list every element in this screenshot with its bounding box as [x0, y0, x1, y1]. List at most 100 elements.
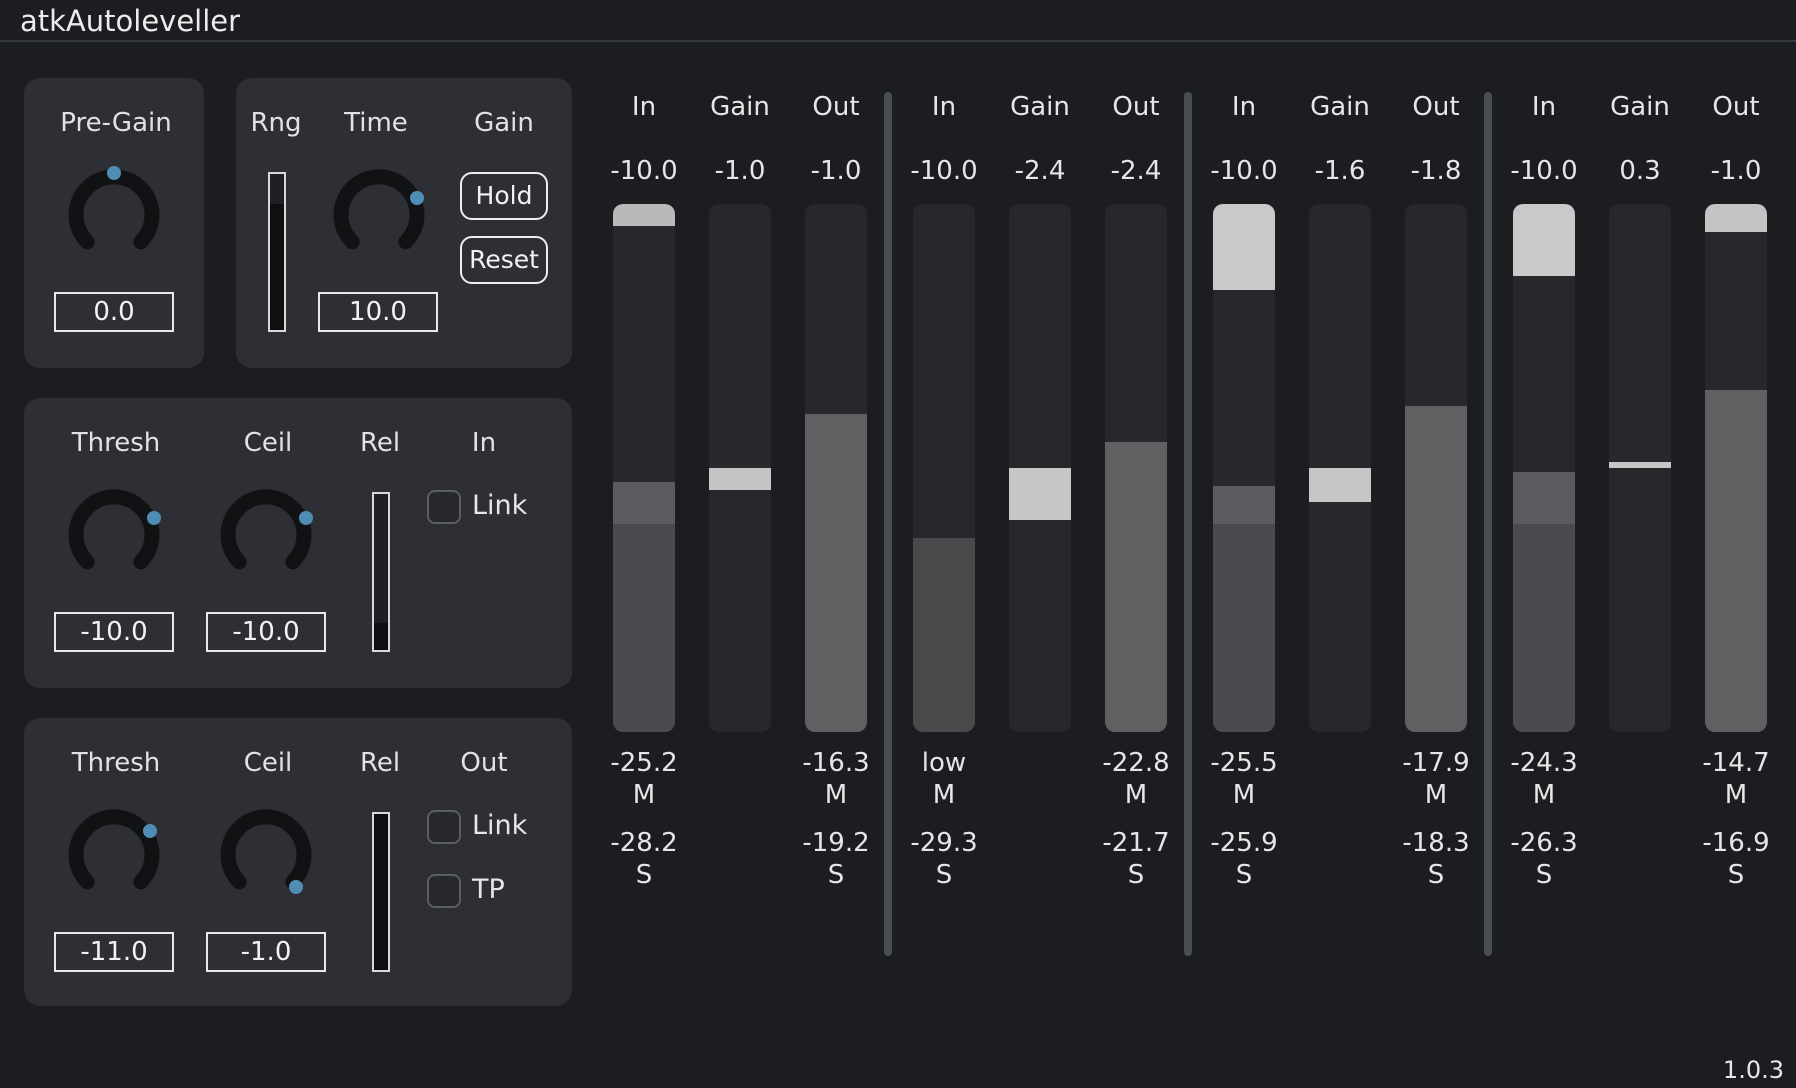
meter-in-bar-ch4	[1513, 204, 1575, 732]
meter-in-short-ch4: -26.3	[1510, 828, 1578, 858]
meter-out-value-ch1: -1.0	[810, 156, 862, 186]
out-tp-checkbox[interactable]	[427, 874, 461, 908]
meter-out-value-ch3: -1.8	[1410, 156, 1462, 186]
knob-indicator	[299, 511, 313, 525]
meter-in-short-tag-ch4: S	[1535, 860, 1553, 890]
in-rel-label: Rel	[359, 428, 401, 458]
meter-in-short-ch1: -28.2	[610, 828, 678, 858]
meter-in-momentary-tag-ch3: M	[1232, 780, 1256, 810]
pregain-knob[interactable]	[62, 163, 166, 267]
meter-out-momentary-tag-ch2: M	[1124, 780, 1148, 810]
time-label: Time	[344, 108, 408, 138]
out-link-label: Link	[472, 810, 528, 841]
in-ceil-label: Ceil	[243, 428, 293, 458]
meter-out-momentary-tag-ch1: M	[824, 780, 848, 810]
meter-gain-header-ch2: Gain	[1010, 92, 1070, 122]
meter-level-segment	[1513, 472, 1575, 524]
meter-level-segment	[1105, 442, 1167, 732]
meter-in-bar-ch2	[913, 204, 975, 732]
meter-out-header-ch3: Out	[1412, 92, 1460, 122]
meter-in-value-ch2: -10.0	[910, 156, 978, 186]
meter-out-short-tag-ch3: S	[1427, 860, 1445, 890]
meter-out-short-tag-ch2: S	[1127, 860, 1145, 890]
meter-out-short-tag-ch4: S	[1727, 860, 1745, 890]
meter-level-segment	[1009, 468, 1071, 520]
meter-in-momentary-ch3: -25.5	[1210, 748, 1278, 778]
time-knob[interactable]	[327, 163, 431, 267]
meter-out-value-ch2: -2.4	[1110, 156, 1162, 186]
meter-in-momentary-tag-ch1: M	[632, 780, 656, 810]
meter-level-segment	[1213, 524, 1275, 732]
meter-gain-header-ch1: Gain	[710, 92, 770, 122]
app-title: atkAutoleveller	[20, 4, 241, 38]
meter-in-value-ch3: -10.0	[1210, 156, 1278, 186]
meter-in-short-tag-ch3: S	[1235, 860, 1253, 890]
meter-in-value-ch1: -10.0	[610, 156, 678, 186]
knob-indicator	[289, 880, 303, 894]
in-thresh-label: Thresh	[71, 428, 161, 458]
version-label: 1.0.3	[1722, 1056, 1784, 1084]
meter-in-momentary-ch4: -24.3	[1510, 748, 1578, 778]
meter-out-header-ch1: Out	[812, 92, 860, 122]
out-ceil-value-field[interactable]: -1.0	[206, 932, 326, 972]
in-thresh-knob[interactable]	[62, 483, 166, 587]
hold-button[interactable]: Hold	[460, 172, 548, 220]
reset-button[interactable]: Reset	[460, 236, 548, 284]
meter-in-momentary-ch1: -25.2	[610, 748, 678, 778]
out-link-checkbox[interactable]	[427, 810, 461, 844]
in-ceil-knob[interactable]	[214, 483, 318, 587]
out-release-meter[interactable]	[372, 812, 390, 972]
meter-level-segment	[613, 204, 675, 226]
meter-gain-header-ch4: Gain	[1610, 92, 1670, 122]
meter-in-momentary-ch2: low	[921, 748, 967, 778]
in-release-meter-fill	[374, 623, 388, 650]
meter-level-segment	[1405, 406, 1467, 732]
meter-in-bar-ch3	[1213, 204, 1275, 732]
meter-out-value-ch4: -1.0	[1710, 156, 1762, 186]
meter-out-short-ch1: -19.2	[802, 828, 870, 858]
meter-out-momentary-tag-ch4: M	[1724, 780, 1748, 810]
meter-level-segment	[1609, 462, 1671, 468]
in-ceil-value-field[interactable]: -10.0	[206, 612, 326, 652]
out-thresh-value-field[interactable]: -11.0	[54, 932, 174, 972]
in-release-meter[interactable]	[372, 492, 390, 652]
in-thresh-value-field[interactable]: -10.0	[54, 612, 174, 652]
range-meter[interactable]	[268, 172, 286, 332]
meter-gain-bar-ch3	[1309, 204, 1371, 732]
meter-level-segment	[613, 524, 675, 732]
channel-separator	[1484, 92, 1492, 956]
meter-level-segment	[805, 414, 867, 732]
meter-in-header-ch4: In	[1531, 92, 1557, 122]
meter-out-short-ch3: -18.3	[1402, 828, 1470, 858]
meter-level-segment	[709, 468, 771, 490]
out-rel-label: Rel	[359, 748, 401, 778]
out-section-label: Out	[460, 748, 508, 778]
meter-out-momentary-ch4: -14.7	[1702, 748, 1770, 778]
out-thresh-knob[interactable]	[62, 803, 166, 907]
meter-in-header-ch1: In	[631, 92, 657, 122]
meter-gain-value-ch1: -1.0	[714, 156, 766, 186]
meter-level-segment	[1309, 468, 1371, 502]
meter-out-bar-ch1	[805, 204, 867, 732]
meter-gain-bar-ch1	[709, 204, 771, 732]
knob-indicator	[410, 191, 424, 205]
channel-separator	[1184, 92, 1192, 956]
out-ceil-label: Ceil	[243, 748, 293, 778]
meter-gain-value-ch4: 0.3	[1619, 156, 1661, 186]
meter-out-short-ch4: -16.9	[1702, 828, 1770, 858]
pregain-value-field[interactable]: 0.0	[54, 292, 174, 332]
meter-out-bar-ch3	[1405, 204, 1467, 732]
meter-out-header-ch4: Out	[1712, 92, 1760, 122]
in-link-checkbox[interactable]	[427, 490, 461, 524]
channel-separator	[884, 92, 892, 956]
meter-in-header-ch3: In	[1231, 92, 1257, 122]
meter-out-momentary-ch2: -22.8	[1102, 748, 1170, 778]
meter-level-segment	[1705, 204, 1767, 232]
time-value-field[interactable]: 10.0	[318, 292, 438, 332]
meter-level-segment	[1513, 524, 1575, 732]
meter-in-short-ch3: -25.9	[1210, 828, 1278, 858]
meter-gain-header-ch3: Gain	[1310, 92, 1370, 122]
knob-indicator	[143, 824, 157, 838]
meter-gain-bar-ch2	[1009, 204, 1071, 732]
out-ceil-knob[interactable]	[214, 803, 318, 907]
